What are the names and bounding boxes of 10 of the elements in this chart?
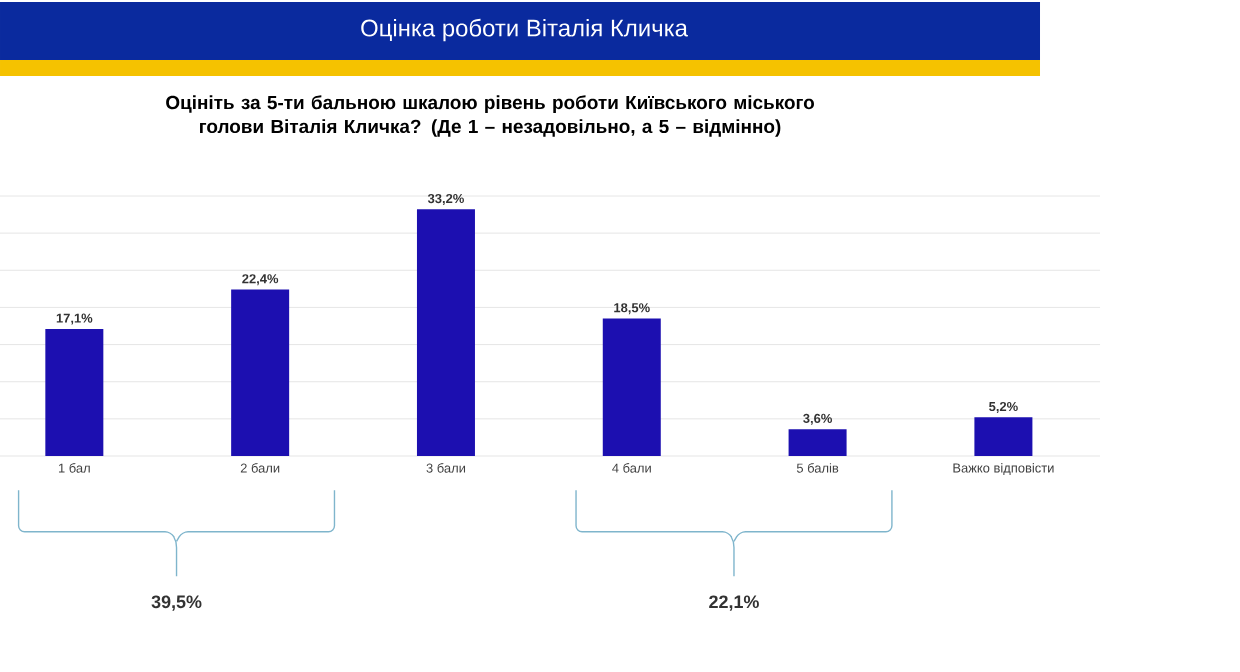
text: 39,5%: [151, 595, 202, 611]
chart-title: Оцінка роботи Віталія Кличка: [361, 18, 688, 42]
bar: [602, 318, 661, 456]
bar: [45, 328, 104, 456]
bar: [788, 429, 847, 456]
text: 22,1%: [709, 595, 759, 611]
bar: [416, 209, 475, 456]
chart-subtitle: Оцініть за 5-ти бальною шкалою рівень роботи Київського міського голови Віталія Кличка? (Де 1 – незадовільно, а 5 – відмінно): [166, 95, 814, 137]
bar: [231, 289, 290, 456]
bar: [974, 417, 1033, 456]
